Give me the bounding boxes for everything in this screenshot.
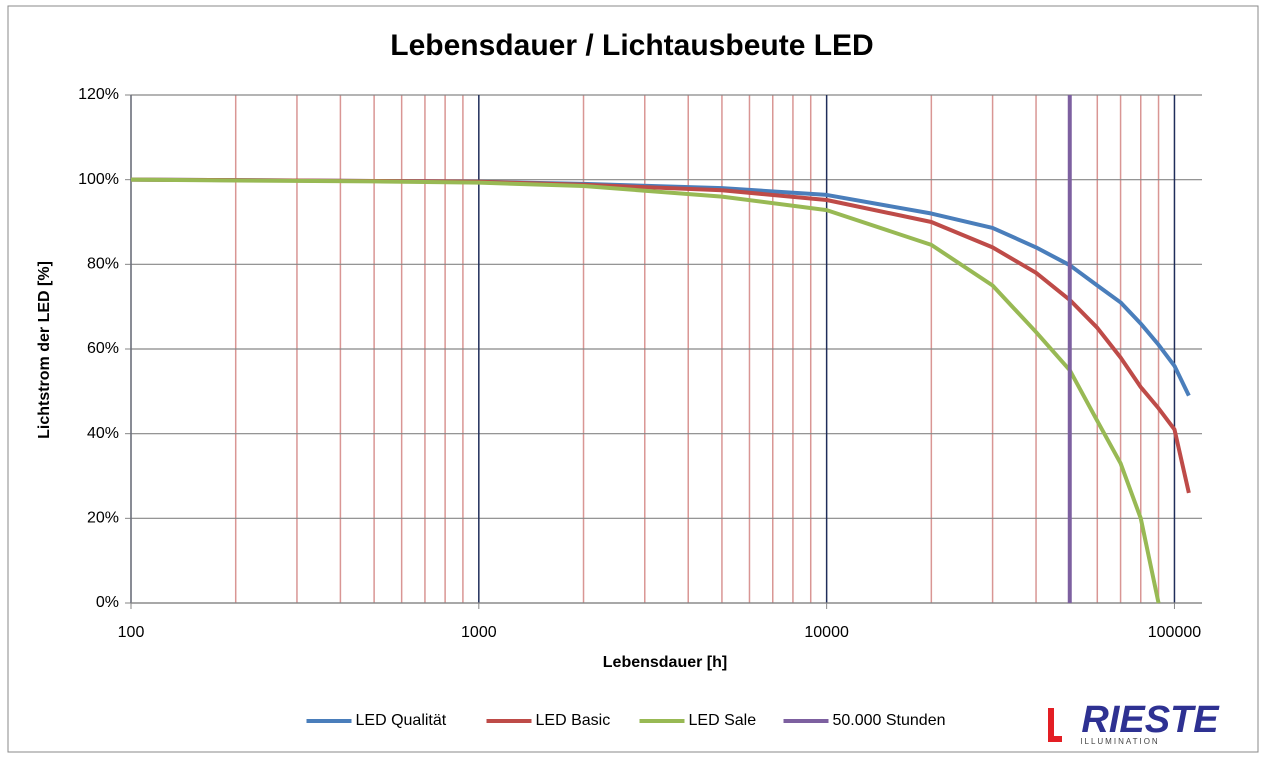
y-tick-label: 100% <box>78 171 119 188</box>
logo-tagline: ILLUMINATION <box>1080 737 1159 746</box>
legend-label: 50.000 Stunden <box>833 712 946 729</box>
chart-title: Lebensdauer / Lichtausbeute LED <box>390 29 873 62</box>
legend-label: LED Qualität <box>356 712 447 729</box>
plot-area <box>125 94 1202 609</box>
x-tick-label: 10000 <box>804 624 849 641</box>
logo-mark <box>1048 708 1062 742</box>
y-tick-label: 120% <box>78 86 119 103</box>
y-tick-label: 80% <box>87 256 119 273</box>
y-tick-label: 60% <box>87 340 119 357</box>
y-axis-title: Lichtstrom der LED [%] <box>36 261 53 439</box>
y-tick-label: 0% <box>96 594 119 611</box>
y-tick-label: 40% <box>87 425 119 442</box>
x-tick-label: 100 <box>118 624 145 641</box>
logo: RIESTE ILLUMINATION <box>1048 699 1220 746</box>
y-tick-label: 20% <box>87 510 119 527</box>
legend: LED Qualität LED Basic LED Sale 50.000 Stun… <box>306 712 946 729</box>
legend-label: LED Basic <box>536 712 611 729</box>
x-axis-title: Lebensdauer [h] <box>603 654 727 671</box>
series-line <box>130 177 1161 604</box>
logo-name: RIESTE <box>1081 699 1220 741</box>
x-tick-label: 100000 <box>1148 624 1201 641</box>
legend-label: LED Sale <box>689 712 757 729</box>
x-tick-label: 1000 <box>461 624 497 641</box>
